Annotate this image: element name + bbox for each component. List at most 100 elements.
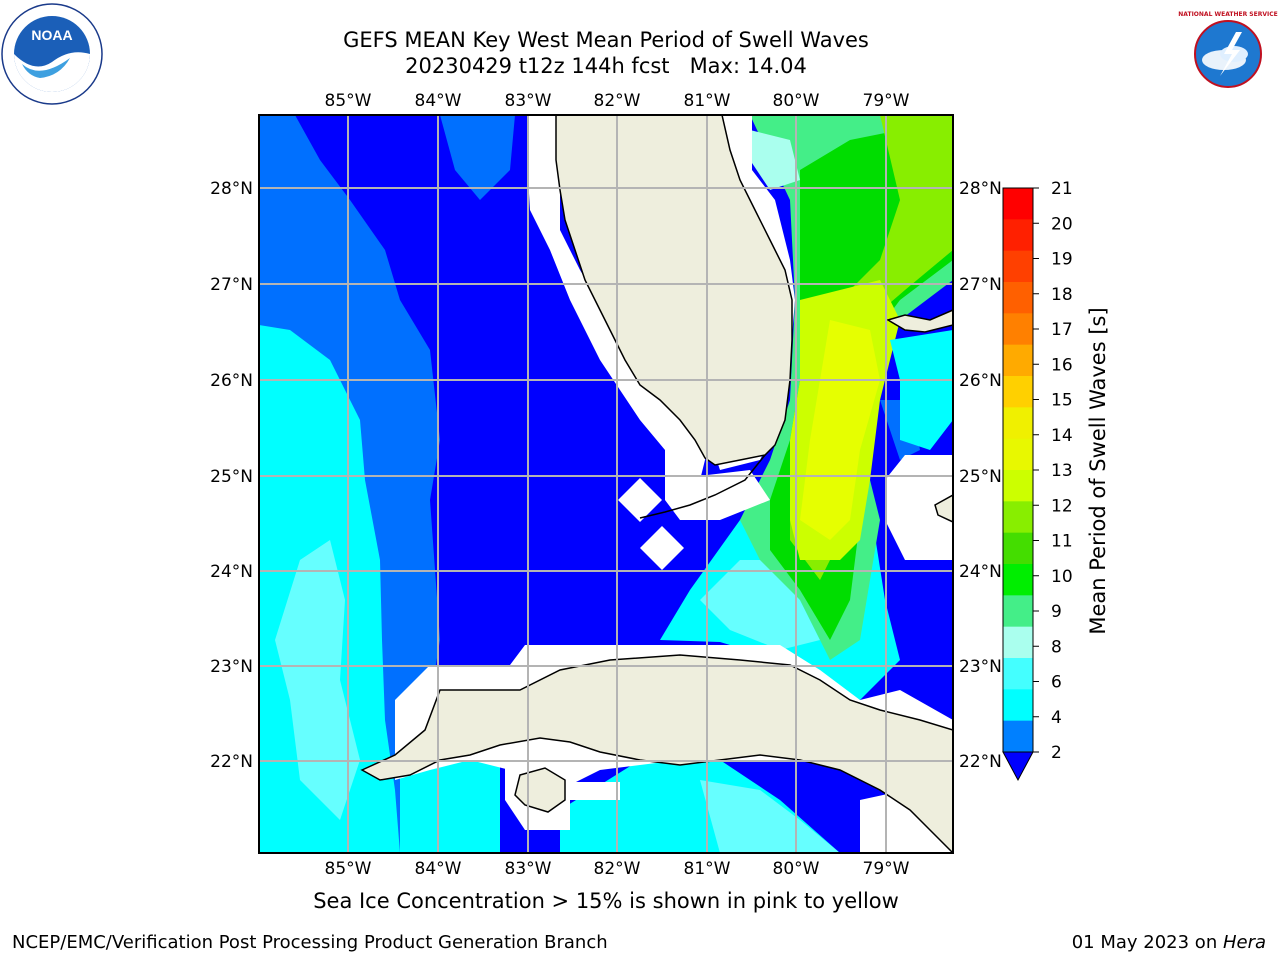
colorbar-tick-label: 16	[1051, 355, 1073, 375]
footer-date-text: 01 May 2023 on	[1071, 932, 1223, 953]
colorbar-swatch	[1003, 470, 1033, 502]
lat-label: 28°N	[959, 179, 1002, 199]
colorbar-tick-label: 18	[1051, 285, 1073, 305]
lon-label: 84°W	[415, 859, 462, 879]
colorbar-swatch	[1003, 188, 1033, 220]
lon-label: 81°W	[684, 859, 731, 879]
sea-ice-note: Sea Ice Concentration > 15% is shown in …	[313, 889, 899, 913]
lat-label: 23°N	[210, 657, 253, 677]
lon-label: 80°W	[773, 91, 820, 111]
colorbar: 21 20 19 18 17 16 15 14 13 12 11 10 9 8 6 4 2	[1002, 179, 1073, 782]
colorbar-tick-label: 10	[1051, 567, 1073, 587]
colorbar-swatch	[1003, 438, 1033, 471]
map-frame	[258, 114, 954, 854]
nodata-keys	[665, 470, 770, 520]
lat-label: 25°N	[959, 467, 1002, 487]
colorbar-tick-label: 2	[1051, 743, 1062, 763]
colorbar-swatch	[1003, 658, 1033, 690]
colorbar-extend-arrow	[1002, 751, 1034, 782]
colorbar-tick-label: 13	[1051, 461, 1073, 481]
colorbar-swatch	[1003, 344, 1033, 377]
contour-13-14-east	[800, 320, 880, 540]
title-line-2: 20230429 t12z 144h fcst Max: 14.04	[405, 54, 807, 78]
colorbar-swatch	[1003, 313, 1033, 346]
lat-label: 23°N	[959, 657, 1002, 677]
lon-label: 83°W	[505, 91, 552, 111]
contour-6-8-straits	[700, 560, 820, 650]
lon-label: 83°W	[505, 859, 552, 879]
lon-label: 85°W	[325, 859, 372, 879]
colorbar-swatch	[1003, 564, 1033, 596]
colorbar-tick-label: 4	[1051, 708, 1062, 728]
contour-2-4-northcenter	[440, 115, 515, 200]
colorbar-swatch	[1003, 689, 1033, 722]
colorbar-tick-label: 6	[1051, 673, 1062, 693]
colorbar-tick-label: 12	[1051, 496, 1073, 516]
colorbar-tick-label: 20	[1051, 214, 1073, 234]
lon-label: 85°W	[325, 91, 372, 111]
colorbar-tick-label: 17	[1051, 320, 1073, 340]
land-andros	[934, 494, 953, 523]
map-field	[259, 115, 953, 853]
land-florida	[555, 115, 793, 466]
footer-host: Hera	[1222, 932, 1266, 953]
colorbar-swatch	[1003, 250, 1033, 283]
lon-label: 82°W	[594, 859, 641, 879]
colorbar-tick-label: 15	[1051, 391, 1073, 411]
colorbar-tick-label: 9	[1051, 602, 1062, 622]
colorbar-tick-label: 8	[1051, 637, 1062, 657]
lat-label: 22°N	[959, 752, 1002, 772]
footer-date: 01 May 2023 on Hera	[1072, 932, 1266, 953]
lat-labels-right: 28°N 27°N 26°N 25°N 24°N 23°N 22°N	[959, 179, 1002, 772]
lon-label: 80°W	[773, 859, 820, 879]
colorbar-swatch	[1003, 376, 1033, 408]
lat-labels-left: 28°N 27°N 26°N 25°N 24°N 23°N 22°N	[210, 179, 253, 772]
colorbar-swatch	[1003, 595, 1033, 628]
graticule	[259, 115, 953, 853]
colorbar-tick-label: 14	[1051, 426, 1073, 446]
lat-label: 26°N	[210, 371, 253, 391]
contour-6-8-southeast	[700, 780, 840, 853]
nws-ring-text: NATIONAL WEATHER SERVICE	[1178, 11, 1277, 18]
lat-label: 24°N	[959, 562, 1002, 582]
nodata-diamond-1	[618, 478, 662, 522]
colorbar-swatch	[1003, 501, 1033, 534]
nodata-bahamas	[885, 455, 953, 560]
nodata-south-strip	[570, 782, 620, 800]
lon-labels-top: 85°W 84°W 83°W 82°W 81°W 80°W 79°W	[325, 91, 910, 111]
lon-label: 79°W	[863, 859, 910, 879]
colorbar-swatch	[1003, 219, 1033, 252]
lat-label: 22°N	[210, 752, 253, 772]
colorbar-tick-label: 19	[1051, 250, 1073, 270]
colorbar-swatch	[1003, 407, 1033, 440]
contour-6-8-west	[275, 540, 360, 820]
lon-labels-bottom: 85°W 84°W 83°W 82°W 81°W 80°W 79°W	[325, 859, 910, 879]
colorbar-label: Mean Period of Swell Waves [s]	[1086, 307, 1110, 634]
lat-label: 27°N	[210, 275, 253, 295]
lon-label: 79°W	[863, 91, 910, 111]
lat-label: 24°N	[210, 562, 253, 582]
contour-4-6-bahamas	[890, 330, 953, 450]
land-bahamas	[886, 309, 953, 333]
colorbar-tick-label: 11	[1051, 532, 1073, 552]
noaa-wordmark: NOAA	[31, 27, 72, 43]
noaa-logo-icon: NOAA	[1, 3, 103, 105]
colorbar-tick-label: 21	[1051, 179, 1073, 199]
lat-label: 27°N	[959, 275, 1002, 295]
nodata-diamond-2	[640, 526, 684, 570]
footer-credit: NCEP/EMC/Verification Post Processing Pr…	[12, 932, 608, 953]
nodata-west-florida	[527, 115, 710, 480]
lat-label: 28°N	[210, 179, 253, 199]
lon-label: 82°W	[594, 91, 641, 111]
contour-8-9-northeast	[750, 130, 800, 190]
lat-label: 25°N	[210, 467, 253, 487]
title-line-1: GEFS MEAN Key West Mean Period of Swell …	[343, 28, 869, 52]
land-cuba	[360, 654, 953, 853]
colorbar-swatch	[1003, 626, 1033, 659]
lon-label: 84°W	[415, 91, 462, 111]
nws-logo-icon: NATIONAL WEATHER SERVICE	[1178, 4, 1278, 104]
lat-label: 26°N	[959, 371, 1002, 391]
colorbar-swatch	[1003, 532, 1033, 565]
colorbar-swatch	[1003, 282, 1033, 314]
